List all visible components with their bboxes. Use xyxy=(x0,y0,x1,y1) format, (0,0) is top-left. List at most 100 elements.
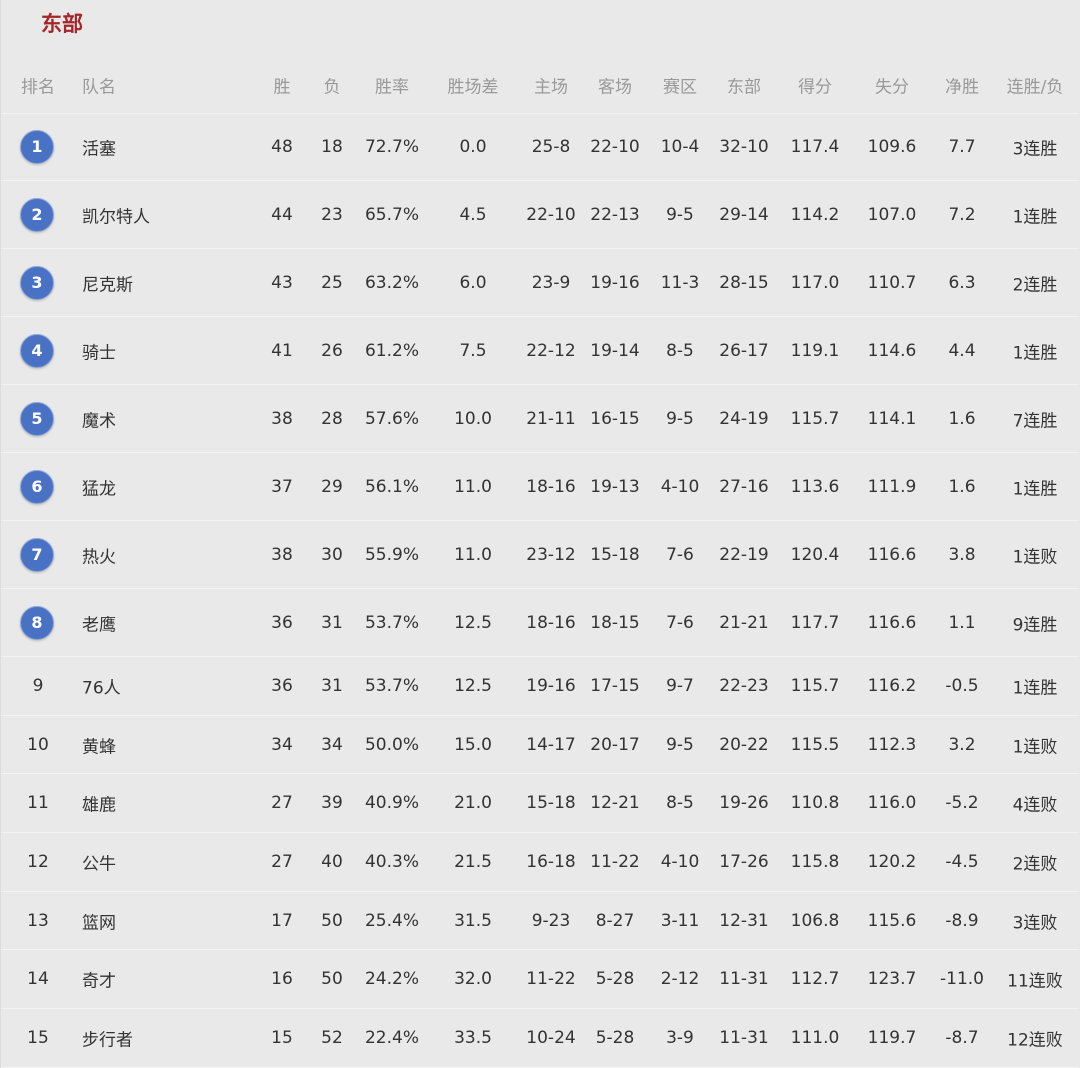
cell-wins: 17 xyxy=(271,910,293,931)
cell-away: 15-18 xyxy=(590,544,640,565)
cell-away: 18-15 xyxy=(590,612,640,633)
cell-losses: 39 xyxy=(321,793,343,814)
table-row[interactable]: 7 热火 38 30 55.9% 11.0 23-12 15-18 7-6 22-19 120.4 1… xyxy=(1,521,1079,589)
cell-net: 1.6 xyxy=(948,476,976,497)
cell-points-for: 110.8 xyxy=(790,793,840,814)
cell-division: 2-12 xyxy=(660,969,700,990)
cell-wins: 37 xyxy=(271,476,293,497)
cell-team: 公牛 xyxy=(82,854,116,875)
cell-points-against: 109.6 xyxy=(867,136,917,157)
cell-team: 76人 xyxy=(82,678,121,699)
cell-away: 8-27 xyxy=(595,910,635,931)
header-rank: 排名 xyxy=(21,77,55,97)
cell-rank: 13 xyxy=(27,910,49,931)
rank-badge: 7 xyxy=(20,537,54,572)
cell-points-against: 112.3 xyxy=(867,734,917,755)
cell-games-behind: 12.5 xyxy=(454,675,492,696)
cell-losses: 34 xyxy=(321,734,343,755)
cell-wins: 27 xyxy=(271,793,293,814)
cell-win-pct: 25.4% xyxy=(364,910,420,931)
cell-points-against: 111.9 xyxy=(867,476,917,497)
cell-wins: 38 xyxy=(271,544,293,565)
table-row[interactable]: 15 步行者 15 52 22.4% 33.5 10-24 5-28 3-9 11-31 111.0… xyxy=(1,1009,1079,1068)
table-row[interactable]: 8 老鹰 36 31 53.7% 12.5 18-16 18-15 7-6 21-21 117.7 1… xyxy=(1,589,1079,657)
cell-win-pct: 53.7% xyxy=(364,612,420,633)
cell-home: 22-10 xyxy=(526,204,576,225)
cell-team: 热火 xyxy=(82,547,116,567)
cell-losses: 50 xyxy=(321,910,343,931)
cell-points-for: 112.7 xyxy=(790,969,840,990)
cell-points-for: 115.8 xyxy=(790,851,840,872)
cell-losses: 40 xyxy=(321,851,343,872)
cell-points-against: 114.6 xyxy=(867,340,917,361)
cell-net: -5.2 xyxy=(945,793,979,814)
cell-streak: 2连败 xyxy=(1012,854,1058,875)
table-row[interactable]: 11 雄鹿 27 39 40.9% 21.0 15-18 12-21 8-5 19-26 110.8… xyxy=(1,774,1079,834)
cell-rank: 12 xyxy=(27,851,49,872)
cell-streak: 3连败 xyxy=(1012,913,1058,934)
cell-team: 黄蜂 xyxy=(82,737,116,758)
cell-net: 4.4 xyxy=(948,340,976,361)
cell-points-against: 119.7 xyxy=(867,1028,917,1049)
cell-conference: 11-31 xyxy=(719,1028,769,1049)
cell-streak: 3连胜 xyxy=(1012,139,1058,159)
table-row[interactable]: 2 凯尔特人 44 23 65.7% 4.5 22-10 22-13 9-5 29-14 114.2… xyxy=(1,181,1079,249)
table-row[interactable]: 3 尼克斯 43 25 63.2% 6.0 23-9 19-16 11-3 28-15 117.0 1… xyxy=(1,249,1079,317)
cell-conference: 22-19 xyxy=(719,544,769,565)
cell-games-behind: 0.0 xyxy=(459,136,487,157)
cell-conference: 22-23 xyxy=(719,675,769,696)
cell-wins: 27 xyxy=(271,851,293,872)
cell-division: 9-7 xyxy=(666,675,694,696)
table-row[interactable]: 1 活塞 48 18 72.7% 0.0 25-8 22-10 10-4 32-10 117.4 10… xyxy=(1,113,1079,181)
cell-games-behind: 12.5 xyxy=(454,612,492,633)
cell-home: 21-11 xyxy=(526,408,576,429)
table-row[interactable]: 4 骑士 41 26 61.2% 7.5 22-12 19-14 8-5 26-17 119.1 11… xyxy=(1,317,1079,385)
cell-away: 20-17 xyxy=(590,734,640,755)
cell-team: 雄鹿 xyxy=(82,795,116,816)
cell-games-behind: 6.0 xyxy=(459,272,487,293)
cell-away: 19-16 xyxy=(590,272,640,293)
cell-net: -4.5 xyxy=(945,851,979,872)
table-row[interactable]: 6 猛龙 37 29 56.1% 11.0 18-16 19-13 4-10 27-16 113.6… xyxy=(1,453,1079,521)
cell-win-pct: 24.2% xyxy=(364,969,420,990)
table-row[interactable]: 5 魔术 38 28 57.6% 10.0 21-11 16-15 9-5 24-19 115.7 1… xyxy=(1,385,1079,453)
cell-conference: 24-19 xyxy=(719,408,769,429)
cell-wins: 41 xyxy=(271,340,293,361)
cell-home: 16-18 xyxy=(526,851,576,872)
table-row[interactable]: 10 黄蜂 34 34 50.0% 15.0 14-17 20-17 9-5 20-22 115.5… xyxy=(1,716,1079,775)
cell-home: 22-12 xyxy=(526,340,576,361)
table-row[interactable]: 14 奇才 16 50 24.2% 32.0 11-22 5-28 2-12 11-31 112.7… xyxy=(1,951,1079,1010)
cell-team: 老鹰 xyxy=(82,615,116,635)
table-row[interactable]: 12 公牛 27 40 40.3% 21.5 16-18 11-22 4-10 17-26 115.… xyxy=(1,833,1079,892)
cell-away: 19-14 xyxy=(590,340,640,361)
cell-points-for: 117.4 xyxy=(790,136,840,157)
cell-conference: 20-22 xyxy=(719,734,769,755)
cell-division: 4-10 xyxy=(660,851,700,872)
cell-points-for: 115.7 xyxy=(790,675,840,696)
cell-division: 3-9 xyxy=(666,1028,694,1049)
cell-conference: 19-26 xyxy=(719,793,769,814)
cell-away: 5-28 xyxy=(595,1028,635,1049)
cell-away: 22-13 xyxy=(590,204,640,225)
cell-rank: 15 xyxy=(27,1028,49,1049)
header-away: 客场 xyxy=(598,77,632,97)
cell-conference: 32-10 xyxy=(719,136,769,157)
cell-conference: 21-21 xyxy=(719,612,769,633)
table-row[interactable]: 13 篮网 17 50 25.4% 31.5 9-23 8-27 3-11 12-31 106.8 1… xyxy=(1,892,1079,951)
cell-net: 7.7 xyxy=(948,136,976,157)
cell-streak: 4连败 xyxy=(1012,795,1058,816)
cell-losses: 26 xyxy=(321,340,343,361)
cell-points-for: 114.2 xyxy=(790,204,840,225)
cell-points-for: 117.7 xyxy=(790,612,840,633)
cell-streak: 12连败 xyxy=(1007,1030,1063,1051)
cell-team: 奇才 xyxy=(82,971,116,992)
cell-points-for: 115.5 xyxy=(790,734,840,755)
cell-games-behind: 11.0 xyxy=(454,476,492,497)
cell-win-pct: 22.4% xyxy=(364,1028,420,1049)
table-row[interactable]: 9 76人 36 31 53.7% 12.5 19-16 17-15 9-7 22-23 115.7… xyxy=(1,657,1079,716)
header-net: 净胜 xyxy=(945,77,979,97)
header-home: 主场 xyxy=(534,77,568,97)
cell-home: 11-22 xyxy=(526,969,576,990)
cell-losses: 25 xyxy=(321,272,343,293)
cell-win-pct: 63.2% xyxy=(364,272,420,293)
